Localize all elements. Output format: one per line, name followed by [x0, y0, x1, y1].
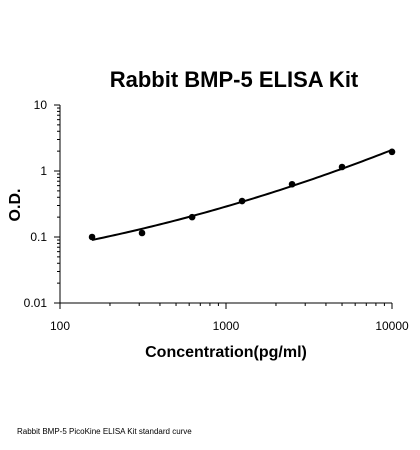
x-tick-label: 10000	[375, 319, 409, 333]
data-point	[238, 197, 246, 205]
figure-caption: Rabbit BMP-5 PicoKine ELISA Kit standard…	[17, 427, 192, 436]
data-point	[388, 148, 396, 156]
chart-title: Rabbit BMP-5 ELISA Kit	[110, 67, 359, 92]
x-tick-label: 100	[50, 319, 70, 333]
y-tick-label: 0.01	[24, 296, 48, 310]
y-tick-label: 0.1	[30, 230, 47, 244]
y-axis-label: O.D.	[7, 189, 24, 222]
y-tick-label: 1	[40, 164, 47, 178]
fit-curve	[91, 148, 393, 241]
y-axis: 0.01 0.1 1 10	[24, 98, 60, 310]
data-point	[288, 180, 296, 188]
y-tick-label: 10	[34, 98, 48, 112]
x-axis-label: Concentration(pg/ml)	[145, 344, 307, 361]
data-point	[88, 233, 96, 241]
x-tick-label: 1000	[213, 319, 240, 333]
data-points	[88, 148, 396, 241]
data-point	[338, 163, 346, 171]
x-axis: 100 1000 10000	[50, 303, 409, 333]
plot-area	[59, 105, 392, 304]
data-point	[138, 229, 146, 237]
data-point	[188, 213, 196, 221]
